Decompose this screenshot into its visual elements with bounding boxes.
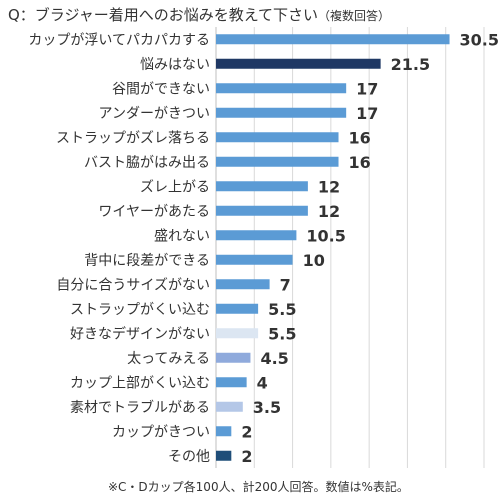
bar bbox=[216, 132, 339, 143]
bar bbox=[216, 352, 251, 363]
data-label: 17 bbox=[356, 79, 378, 98]
data-label: 4 bbox=[257, 373, 268, 392]
bar bbox=[216, 401, 243, 412]
data-label: 7 bbox=[280, 275, 291, 294]
bar bbox=[216, 181, 308, 192]
category-label: 背中に段差ができる bbox=[84, 253, 210, 269]
bar bbox=[216, 156, 339, 167]
data-label: 3.5 bbox=[253, 398, 281, 417]
data-label: 10 bbox=[303, 251, 325, 270]
category-label: 自分に合うサイズがない bbox=[56, 277, 210, 293]
bar bbox=[216, 83, 347, 94]
bar bbox=[216, 107, 347, 118]
category-label: ストラップがズレ落ちる bbox=[56, 130, 210, 146]
bar bbox=[216, 34, 450, 45]
bar bbox=[216, 230, 297, 241]
category-label: カップが浮いてパカパカする bbox=[28, 32, 210, 48]
bar bbox=[216, 58, 381, 69]
data-label: 2 bbox=[241, 422, 252, 441]
data-label: 10.5 bbox=[306, 226, 345, 245]
bar bbox=[216, 205, 308, 216]
bar bbox=[216, 450, 232, 461]
bar bbox=[216, 328, 259, 339]
category-label: ズレ上がる bbox=[140, 179, 210, 195]
chart-subtitle: （複数回答） bbox=[318, 9, 391, 23]
category-label: 盛れない bbox=[154, 228, 210, 244]
chart-footnote: ※C・Dカップ各100人、計200人回答。数値は%表記。 bbox=[108, 480, 409, 494]
data-label: 16 bbox=[349, 128, 371, 147]
category-label: ワイヤーがあたる bbox=[98, 204, 210, 220]
data-label: 12 bbox=[318, 202, 340, 221]
data-label: 21.5 bbox=[391, 55, 430, 74]
chart-title: Q：ブラジャー着用へのお悩みを教えて下さい（複数回答） bbox=[8, 4, 390, 25]
category-label: ストラップがくい込む bbox=[70, 302, 210, 318]
data-label: 5.5 bbox=[268, 324, 296, 343]
chart-title-main: Q：ブラジャー着用へのお悩みを教えて下さい bbox=[8, 6, 319, 24]
category-label: バスト脇がはみ出る bbox=[84, 155, 210, 171]
category-label: 太ってみえる bbox=[127, 351, 210, 367]
data-label: 5.5 bbox=[268, 300, 296, 319]
bar bbox=[216, 303, 259, 314]
category-label: カップ上部がくい込む bbox=[70, 375, 210, 391]
data-label: 30.5 bbox=[460, 30, 498, 49]
data-label: 17 bbox=[356, 104, 378, 123]
bar bbox=[216, 254, 293, 265]
category-label: アンダーがきつい bbox=[99, 106, 210, 122]
data-label: 4.5 bbox=[260, 349, 288, 368]
category-label: その他 bbox=[168, 449, 210, 465]
category-label: 悩みはない bbox=[140, 57, 210, 73]
bar bbox=[216, 426, 232, 437]
category-label: 素材でトラブルがある bbox=[70, 399, 210, 416]
bar bbox=[216, 377, 247, 388]
category-label: 谷間ができない bbox=[112, 81, 210, 97]
data-label: 12 bbox=[318, 177, 340, 196]
data-label: 2 bbox=[241, 447, 252, 466]
data-label: 16 bbox=[349, 153, 371, 172]
bar bbox=[216, 279, 270, 290]
category-label: 好きなデザインがない bbox=[70, 325, 210, 342]
category-label: カップがきつい bbox=[112, 424, 210, 440]
